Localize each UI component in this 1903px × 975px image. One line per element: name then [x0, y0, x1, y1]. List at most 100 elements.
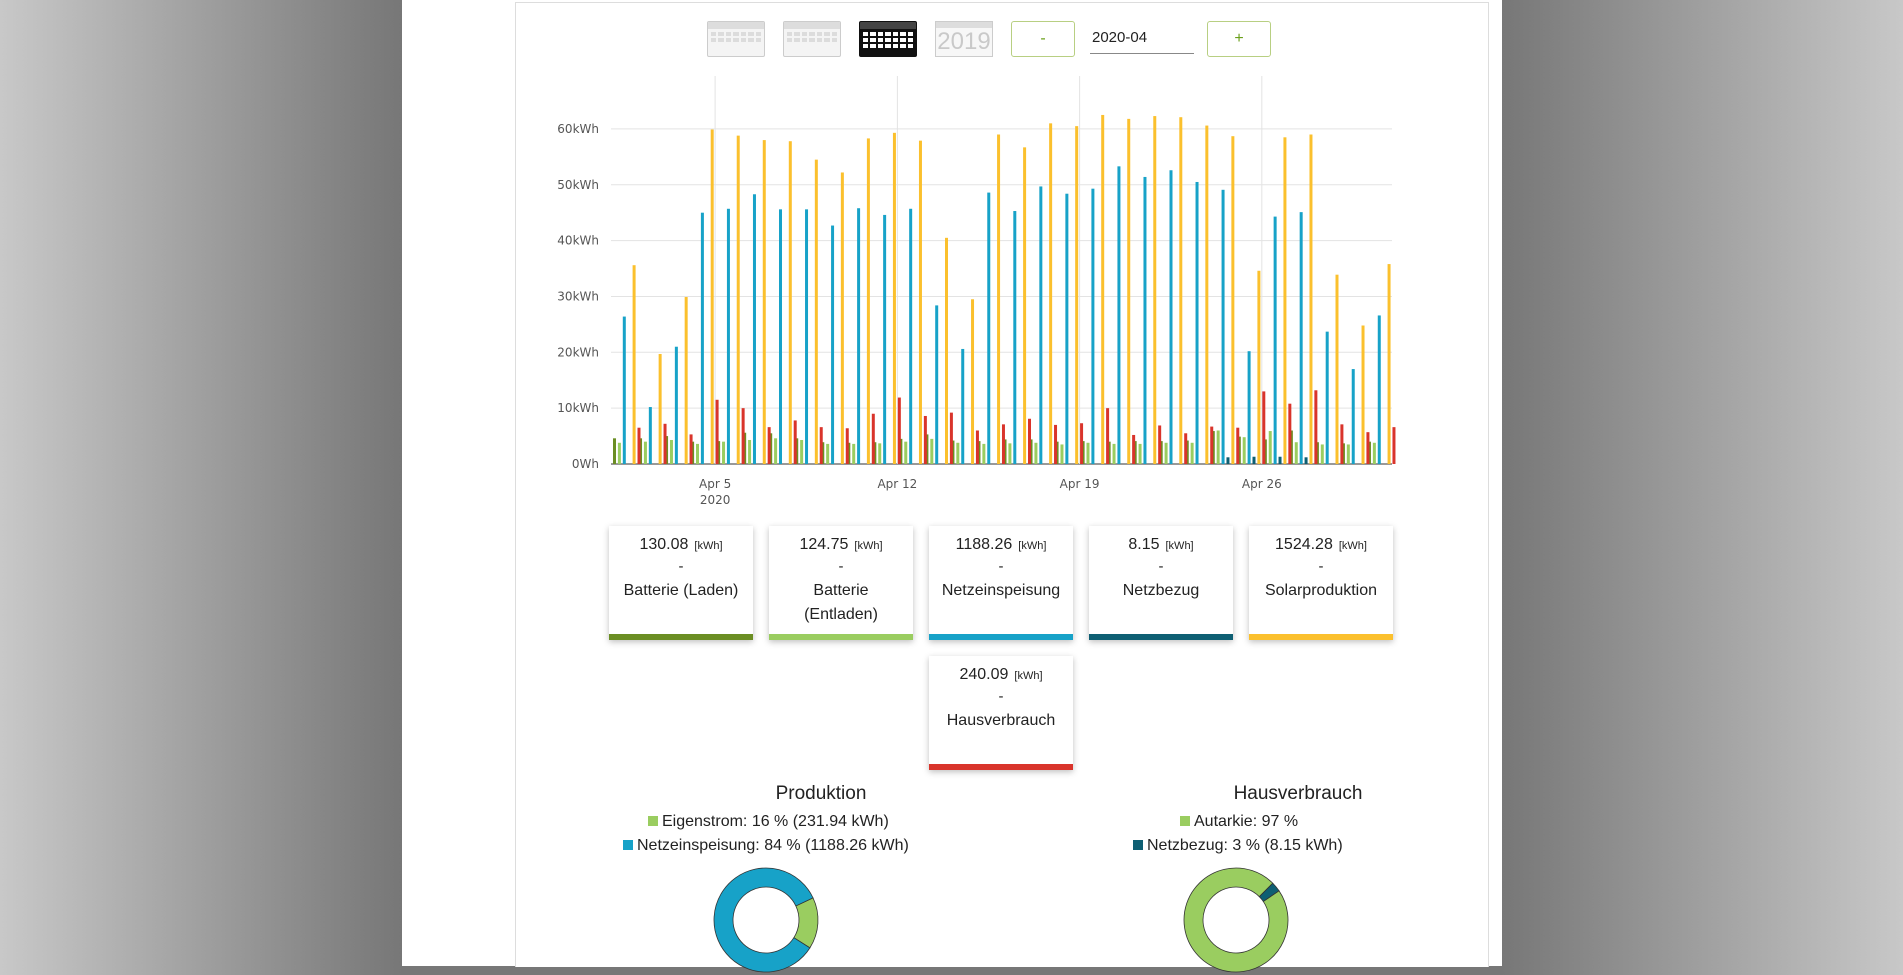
bar-solarproduktion[interactable]	[684, 297, 688, 464]
bar-solarproduktion[interactable]	[1257, 270, 1261, 464]
bar-solarproduktion[interactable]	[1231, 136, 1235, 464]
bar-batterie_laden[interactable]	[1367, 441, 1371, 464]
bar-hausverbrauch[interactable]	[1106, 408, 1110, 464]
bar-solarproduktion[interactable]	[1101, 114, 1105, 464]
bar-batterie_laden[interactable]	[1029, 439, 1033, 464]
bar-netzeinspeisung[interactable]	[935, 305, 939, 464]
bar-batterie_entladen[interactable]	[722, 441, 726, 464]
bar-solarproduktion[interactable]	[866, 138, 870, 464]
bar-hausverbrauch[interactable]	[663, 423, 667, 464]
bar-batterie_entladen[interactable]	[1060, 444, 1064, 464]
bar-hausverbrauch[interactable]	[1158, 425, 1162, 464]
bar-solarproduktion[interactable]	[1153, 116, 1157, 464]
bar-hausverbrauch[interactable]	[871, 413, 875, 464]
bar-batterie_laden[interactable]	[1289, 430, 1293, 464]
bar-hausverbrauch[interactable]	[1028, 418, 1031, 464]
bar-batterie_entladen[interactable]	[930, 438, 934, 464]
bar-netzeinspeisung[interactable]	[779, 209, 782, 464]
bar-netzeinspeisung[interactable]	[831, 225, 835, 464]
bar-batterie_laden[interactable]	[821, 442, 825, 464]
bar-batterie_entladen[interactable]	[669, 439, 673, 464]
bar-batterie_entladen[interactable]	[696, 443, 699, 464]
bar-netzeinspeisung[interactable]	[674, 346, 678, 464]
bar-solarproduktion[interactable]	[1127, 118, 1131, 464]
day-view-button[interactable]	[707, 21, 765, 57]
bar-batterie_entladen[interactable]	[1268, 431, 1272, 464]
bar-batterie_laden[interactable]	[717, 441, 721, 464]
bar-netzbezug[interactable]	[1252, 456, 1256, 464]
bar-hausverbrauch[interactable]	[1340, 424, 1344, 464]
bar-netzeinspeisung[interactable]	[1273, 216, 1277, 464]
bar-batterie_laden[interactable]	[925, 434, 929, 464]
bar-batterie_laden[interactable]	[1185, 440, 1189, 464]
bar-hausverbrauch[interactable]	[1314, 390, 1318, 464]
bar-hausverbrauch[interactable]	[1210, 426, 1214, 464]
bar-batterie_entladen[interactable]	[1372, 442, 1376, 464]
bar-batterie_laden[interactable]	[1211, 431, 1215, 464]
bar-batterie_laden[interactable]	[1341, 443, 1345, 464]
bar-netzeinspeisung[interactable]	[700, 212, 704, 464]
bar-batterie_laden[interactable]	[1237, 436, 1241, 464]
bar-batterie_entladen[interactable]	[982, 443, 986, 464]
bar-netzeinspeisung[interactable]	[1377, 315, 1381, 464]
bar-hausverbrauch[interactable]	[1184, 433, 1188, 464]
bar-batterie_entladen[interactable]	[1008, 443, 1012, 464]
month-view-button[interactable]	[859, 21, 917, 57]
bar-batterie_laden[interactable]	[1263, 439, 1267, 464]
bar-hausverbrauch[interactable]	[1001, 424, 1005, 464]
bar-batterie_laden[interactable]	[1133, 441, 1137, 464]
bar-hausverbrauch[interactable]	[949, 412, 953, 464]
bar-batterie_laden[interactable]	[977, 441, 981, 464]
bar-hausverbrauch[interactable]	[741, 408, 745, 464]
bar-netzeinspeisung[interactable]	[987, 192, 991, 464]
bar-netzeinspeisung[interactable]	[1195, 181, 1199, 464]
bar-batterie_entladen[interactable]	[1112, 443, 1116, 464]
bar-batterie_entladen[interactable]	[1242, 437, 1246, 464]
year-view-button[interactable]: 2019	[935, 21, 993, 57]
bar-netzeinspeisung[interactable]	[648, 407, 652, 464]
bar-netzbezug[interactable]	[1304, 457, 1308, 464]
bar-solarproduktion[interactable]	[1049, 123, 1053, 464]
bar-netzbezug[interactable]	[1278, 456, 1282, 464]
bar-hausverbrauch[interactable]	[1262, 391, 1266, 464]
month-input[interactable]	[1090, 21, 1194, 54]
bar-solarproduktion[interactable]	[1335, 274, 1339, 464]
bar-solarproduktion[interactable]	[1387, 264, 1391, 464]
bar-batterie_laden[interactable]	[665, 436, 669, 464]
bar-solarproduktion[interactable]	[840, 172, 844, 464]
bar-hausverbrauch[interactable]	[819, 427, 823, 464]
bar-batterie_laden[interactable]	[639, 438, 643, 464]
bar-batterie_entladen[interactable]	[956, 442, 960, 464]
bar-batterie_laden[interactable]	[873, 442, 877, 464]
bar-batterie_laden[interactable]	[1055, 441, 1059, 464]
bar-netzeinspeisung[interactable]	[883, 214, 887, 464]
bar-batterie_entladen[interactable]	[1138, 443, 1142, 464]
bar-netzeinspeisung[interactable]	[1221, 189, 1225, 464]
bar-netzeinspeisung[interactable]	[1091, 188, 1095, 464]
bar-batterie_laden[interactable]	[769, 433, 773, 464]
bar-batterie_entladen[interactable]	[1216, 430, 1220, 464]
bar-solarproduktion[interactable]	[788, 141, 792, 464]
week-view-button[interactable]	[783, 21, 841, 57]
bar-hausverbrauch[interactable]	[1366, 432, 1370, 464]
bar-batterie_laden[interactable]	[1107, 441, 1111, 464]
bar-batterie_entladen[interactable]	[1320, 444, 1324, 464]
bar-batterie_laden[interactable]	[951, 440, 955, 464]
bar-netzeinspeisung[interactable]	[1065, 193, 1069, 464]
bar-hausverbrauch[interactable]	[793, 420, 797, 464]
bar-batterie_entladen[interactable]	[878, 443, 882, 464]
bar-netzeinspeisung[interactable]	[1299, 212, 1303, 464]
bar-hausverbrauch[interactable]	[975, 430, 979, 464]
bar-batterie_entladen[interactable]	[617, 442, 621, 464]
bar-netzeinspeisung[interactable]	[857, 208, 861, 464]
bar-netzeinspeisung[interactable]	[1351, 369, 1355, 464]
bar-netzeinspeisung[interactable]	[1117, 166, 1121, 464]
bar-solarproduktion[interactable]	[971, 299, 975, 464]
bar-batterie_entladen[interactable]	[1346, 444, 1350, 464]
bar-solarproduktion[interactable]	[945, 237, 948, 464]
bar-netzeinspeisung[interactable]	[622, 316, 626, 464]
bar-solarproduktion[interactable]	[1023, 147, 1027, 465]
bar-solarproduktion[interactable]	[658, 353, 662, 464]
bar-hausverbrauch[interactable]	[767, 427, 771, 464]
bar-netzeinspeisung[interactable]	[726, 208, 730, 464]
